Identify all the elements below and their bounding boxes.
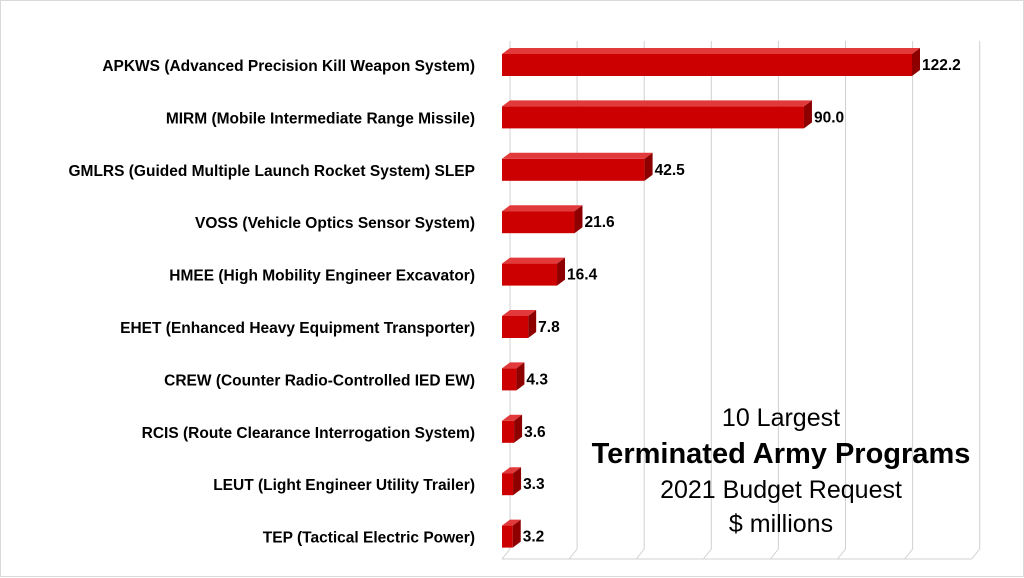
bar-side-face	[514, 414, 523, 443]
gridline-foot	[904, 548, 914, 560]
bar-top-face	[502, 414, 523, 421]
gridline-foot	[837, 548, 846, 560]
bar	[502, 316, 529, 338]
bar-group	[502, 152, 653, 181]
category-label: APKWS (Advanced Precision Kill Weapon Sy…	[102, 58, 475, 75]
data-label: 21.6	[584, 214, 615, 231]
bar-group	[502, 205, 583, 234]
category-label: LEUT (Light Engineer Utility Trailer)	[213, 477, 475, 494]
data-label: 16.4	[567, 267, 598, 284]
bar-side-face	[557, 257, 566, 286]
category-label: CREW (Counter Radio-Controlled IED EW)	[164, 372, 475, 389]
chart-title-line-3: 2021 Budget Request	[660, 476, 902, 504]
bar-side-face	[912, 48, 920, 76]
gridline-foot	[770, 548, 779, 560]
gridline-foot	[971, 548, 981, 560]
bar-side-face	[528, 310, 537, 338]
category-label: GMLRS (Guided Multiple Launch Rocket Sys…	[69, 163, 476, 180]
bar-top-face	[502, 152, 653, 159]
bar	[502, 211, 575, 234]
bar-group	[502, 257, 566, 286]
bar-group	[502, 519, 521, 548]
chart-title-line-4: $ millions	[728, 510, 834, 538]
data-label: 122.2	[922, 57, 961, 74]
gridline-foot	[568, 548, 578, 560]
bar-top-face	[502, 519, 521, 526]
bar-top-face	[502, 467, 522, 474]
bar	[502, 368, 517, 391]
bar-top-face	[502, 310, 537, 316]
bar-group	[502, 362, 525, 391]
bar	[502, 158, 645, 181]
bar-group	[502, 100, 812, 129]
category-label: VOSS (Vehicle Optics Sensor System)	[195, 215, 475, 232]
bar	[502, 420, 515, 443]
chart-title: 10 Largest Terminated Army Programs 2021…	[561, 401, 1001, 541]
data-label: 42.5	[655, 162, 686, 179]
chart-title-line-1: 10 Largest	[721, 404, 841, 432]
bar-side-face	[512, 519, 521, 548]
data-label: 90.0	[814, 109, 844, 126]
bar-group	[502, 48, 920, 76]
gridline-foot	[702, 548, 712, 560]
bar-side-face	[803, 100, 812, 129]
bar-top-face	[502, 257, 566, 264]
bar	[502, 473, 514, 496]
category-label: TEP (Tactical Electric Power)	[263, 530, 475, 547]
bar-group	[502, 310, 537, 338]
data-label: 3.2	[523, 529, 545, 546]
data-label: 4.3	[526, 371, 548, 388]
data-label: 7.8	[538, 319, 560, 336]
bar-side-face	[516, 362, 525, 391]
bar-group	[502, 414, 523, 443]
category-label: RCIS (Route Clearance Interrogation Syst…	[142, 425, 475, 442]
bar	[502, 263, 558, 286]
bar	[502, 106, 804, 129]
bar-top-face	[502, 48, 920, 54]
gridline-foot	[635, 548, 645, 560]
bar-group	[502, 467, 522, 496]
chart-title-line-2: Terminated Army Programs	[591, 438, 971, 470]
category-label: MIRM (Mobile Intermediate Range Missile)	[166, 110, 475, 127]
bar	[502, 525, 513, 548]
bar-side-face	[644, 152, 653, 181]
gridline-foot	[501, 548, 511, 560]
bar-side-face	[574, 205, 583, 234]
bar-side-face	[513, 467, 522, 496]
bar-top-face	[502, 362, 525, 369]
data-label: 3.3	[523, 476, 545, 493]
category-label: EHET (Enhanced Heavy Equipment Transport…	[120, 320, 475, 337]
bar	[502, 54, 912, 76]
bar-top-face	[502, 205, 583, 212]
data-label: 3.6	[524, 424, 546, 441]
category-label: HMEE (High Mobility Engineer Excavator)	[169, 268, 475, 285]
bar-top-face	[502, 100, 812, 107]
